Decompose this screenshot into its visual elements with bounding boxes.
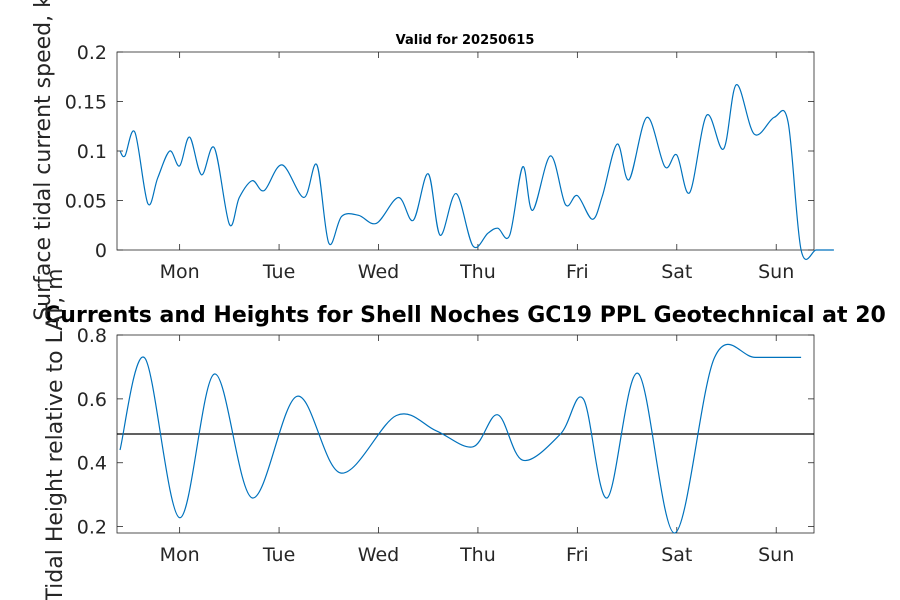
speed-x-axis: Mon Tue Wed Thu Fri Sat Sun [160, 52, 794, 283]
speed-y-label: Surface tidal current speed, kn [31, 0, 56, 321]
speed-xtick-label: Wed [358, 261, 399, 283]
height-xtick-label: Thu [459, 544, 496, 566]
height-y-axis: 0.2 0.4 0.6 0.8 [77, 325, 814, 539]
speed-xtick-label: Sat [661, 261, 692, 283]
speed-series-line [119, 84, 834, 260]
height-ytick-label: 0.4 [77, 453, 107, 475]
speed-ytick-label: 0.15 [65, 92, 107, 114]
speed-y-axis: 0 0.05 0.1 0.15 0.2 [65, 42, 814, 262]
height-xtick-label: Mon [160, 544, 200, 566]
speed-ytick-label: 0.05 [65, 191, 107, 213]
speed-chart-title: Valid for 20250615 [396, 33, 535, 48]
speed-xtick-label: Thu [459, 261, 496, 283]
speed-ytick-label: 0.2 [77, 42, 107, 64]
speed-xtick-label: Sun [758, 261, 794, 283]
speed-xtick-label: Fri [566, 261, 589, 283]
speed-panel: Valid for 20250615 0 0.05 0.1 0.15 0.2 Mon Tu… [31, 0, 834, 321]
speed-ytick-label: 0 [95, 240, 107, 262]
speed-xtick-label: Mon [160, 261, 200, 283]
height-ytick-label: 0.8 [77, 325, 107, 347]
height-xtick-label: Sun [758, 544, 794, 566]
speed-xtick-label: Tue [262, 261, 295, 283]
speed-ytick-label: 0.1 [77, 141, 107, 163]
height-ytick-label: 0.2 [77, 517, 107, 539]
height-xtick-label: Sat [661, 544, 692, 566]
height-xtick-label: Fri [566, 544, 589, 566]
height-xtick-label: Wed [358, 544, 399, 566]
height-chart-title: Currents and Heights for Shell Noches GC… [44, 303, 886, 328]
height-panel: Currents and Heights for Shell Noches GC… [43, 268, 886, 600]
height-xtick-label: Tue [262, 544, 295, 566]
height-x-axis: Mon Tue Wed Thu Fri Sat Sun [160, 335, 794, 566]
height-ytick-label: 0.6 [77, 389, 107, 411]
height-y-label: Tidal Height relative to LAT, m [43, 268, 68, 600]
height-series-line [119, 343, 802, 534]
